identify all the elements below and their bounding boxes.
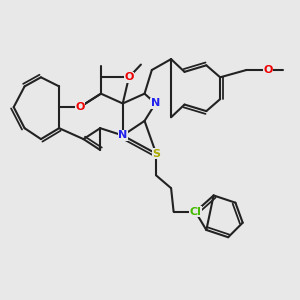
Text: O: O bbox=[124, 72, 134, 82]
Text: N: N bbox=[151, 98, 160, 109]
Text: S: S bbox=[152, 148, 160, 159]
Text: N: N bbox=[118, 130, 128, 140]
Text: O: O bbox=[75, 102, 85, 112]
Text: Cl: Cl bbox=[190, 207, 201, 217]
Text: O: O bbox=[263, 65, 273, 75]
